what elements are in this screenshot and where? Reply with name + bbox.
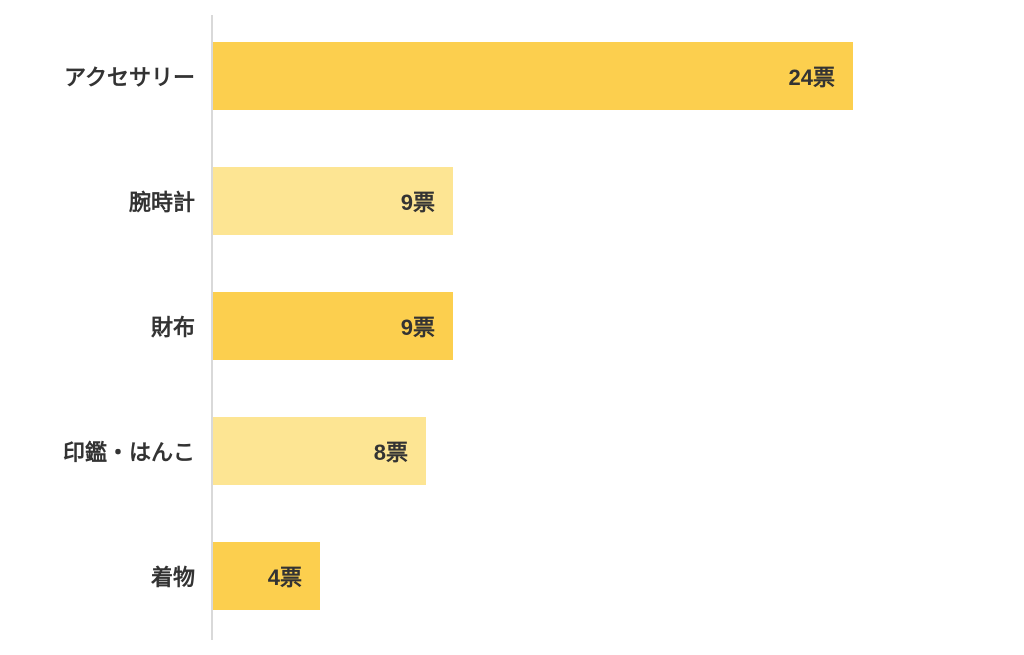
value-label: 9票: [0, 310, 435, 342]
value-label: 4票: [0, 560, 302, 592]
value-label: 24票: [0, 60, 835, 92]
bar-row: アクセサリー24票: [0, 42, 1024, 110]
bar-row: 着物4票: [0, 542, 1024, 610]
bar-row: 財布9票: [0, 292, 1024, 360]
bar-row: 腕時計9票: [0, 167, 1024, 235]
value-label: 9票: [0, 185, 435, 217]
value-label: 8票: [0, 435, 408, 467]
bar-row: 印鑑・はんこ8票: [0, 417, 1024, 485]
bar-chart: アクセサリー24票腕時計9票財布9票印鑑・はんこ8票着物4票: [0, 0, 1024, 655]
